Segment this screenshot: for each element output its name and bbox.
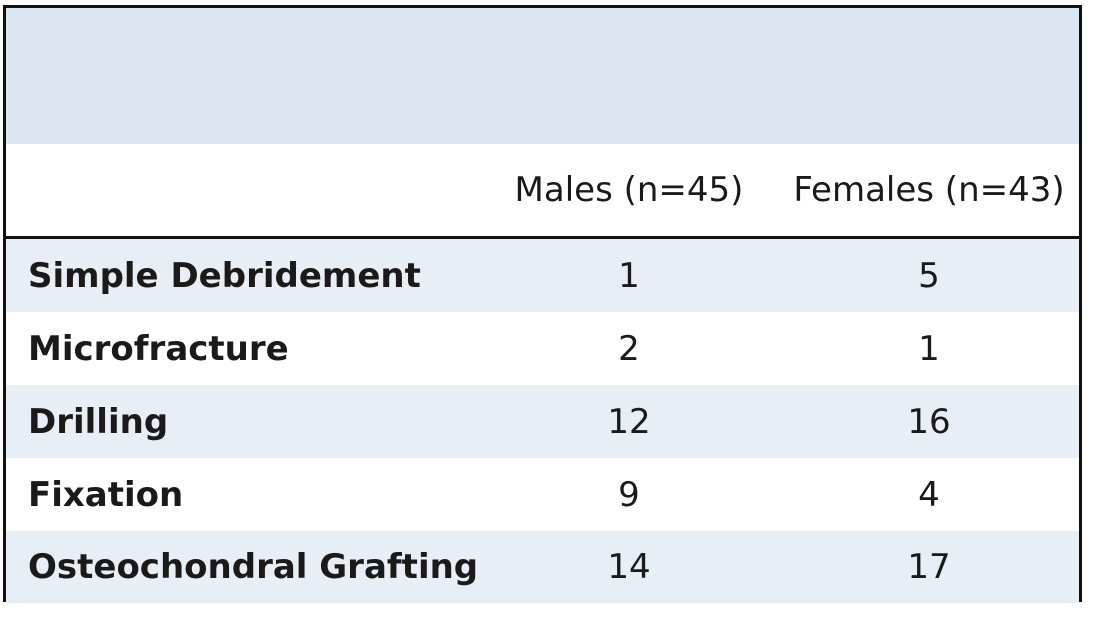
table-row: Microfracture 2 1 (6, 312, 1079, 385)
column-header-males: Males (n=45) (514, 170, 744, 210)
table-row: Simple Debridement 1 5 (6, 239, 1079, 312)
row-label: Drilling (28, 401, 169, 442)
table-body: Simple Debridement 1 5 Microfracture 2 1… (6, 239, 1079, 603)
females-value: 17 (907, 547, 951, 587)
procedures-table: Males (n=45) Females (n=43) Simple Debri… (3, 5, 1082, 603)
header-row: Males (n=45) Females (n=43) (6, 144, 1079, 236)
table-row: Fixation 9 4 (6, 458, 1079, 531)
header-divider (6, 236, 1079, 239)
females-value: 16 (907, 401, 951, 442)
table-row: Osteochondral Grafting 14 17 (6, 531, 1079, 603)
row-label: Microfracture (28, 328, 289, 369)
row-label: Fixation (28, 474, 184, 515)
row-label: Osteochondral Grafting (28, 547, 479, 587)
column-header-females: Females (n=43) (793, 170, 1065, 210)
table-row: Drilling 12 16 (6, 385, 1079, 458)
males-value: 14 (607, 547, 651, 587)
females-value: 4 (918, 474, 940, 515)
males-value: 1 (618, 255, 640, 296)
females-value: 5 (918, 255, 940, 296)
title-band (6, 8, 1079, 144)
females-value: 1 (918, 328, 940, 369)
males-value: 9 (618, 474, 640, 515)
males-value: 2 (618, 328, 640, 369)
row-label: Simple Debridement (28, 255, 421, 296)
males-value: 12 (607, 401, 651, 442)
